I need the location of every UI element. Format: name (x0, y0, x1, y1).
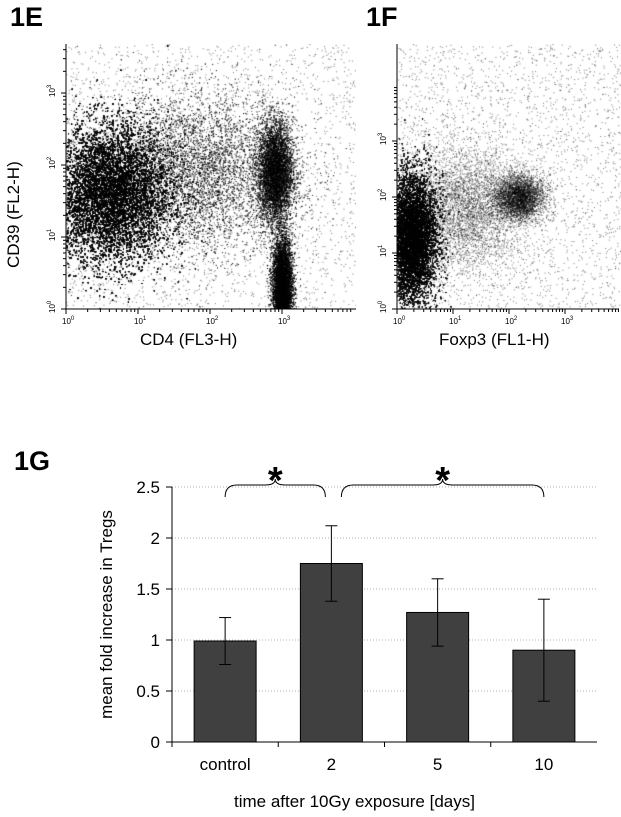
x-tick-exponent: 3 (287, 316, 291, 322)
x-tick-exponent: 1 (143, 316, 147, 322)
x-tick-exponent: 2 (215, 316, 219, 322)
y-tick-exponent: 0 (378, 300, 384, 304)
y-tick-label: 1.5 (136, 580, 160, 599)
dot-plot-e-y-title: CD39 (FL2-H) (4, 161, 23, 268)
y-tick-label: 102 (378, 188, 388, 201)
y-tick-exponent: 1 (47, 228, 53, 232)
y-tick-label: 1 (151, 631, 160, 650)
y-tick-label: 2 (151, 529, 160, 548)
x-tick-label: 101 (449, 316, 462, 326)
y-tick-label: 103 (47, 84, 57, 97)
x-tick-label: 102 (505, 316, 518, 326)
y-tick-label: 101 (378, 244, 388, 257)
y-tick-label: 0.5 (136, 682, 160, 701)
significance-bracket (224, 478, 326, 498)
y-tick-exponent: 3 (378, 132, 384, 136)
dot-plot-cd39-vs-foxp3 (397, 44, 621, 309)
panel-label-1f: 1F (366, 2, 398, 32)
x-tick-exponent: 0 (71, 316, 75, 322)
dot-plot-e-x-title: CD4 (FL3-H) (140, 330, 238, 349)
y-axis-title: mean fold increase in Tregs (97, 510, 116, 719)
x-tick-label: 100 (62, 316, 75, 326)
significance-star: * (268, 460, 283, 502)
y-tick-exponent: 2 (47, 156, 53, 160)
y-tick-label: 2.5 (136, 478, 160, 497)
x-tick-exponent: 3 (570, 316, 574, 322)
y-tick-label: 0 (151, 733, 160, 752)
dot-plot-f-x-title: Foxp3 (FL1-H) (439, 330, 550, 349)
x-tick-label-10: 10 (534, 755, 553, 774)
x-tick-label-2: 2 (327, 755, 336, 774)
x-tick-exponent: 0 (402, 316, 406, 322)
y-tick-label: 100 (378, 300, 388, 313)
y-tick-exponent: 3 (47, 84, 53, 88)
y-tick-exponent: 1 (378, 244, 384, 248)
x-tick-label: 101 (134, 316, 147, 326)
y-tick-label: 101 (47, 228, 57, 241)
dot-plot-cd39-vs-cd4 (66, 44, 356, 309)
x-tick-label: 103 (561, 316, 574, 326)
y-tick-exponent: 0 (47, 300, 53, 304)
x-axis-title: time after 10Gy exposure [days] (234, 792, 475, 811)
y-tick-label: 102 (47, 156, 57, 169)
significance-bracket (340, 478, 545, 498)
x-tick-exponent: 1 (458, 316, 462, 322)
x-tick-label: 100 (393, 316, 406, 326)
x-tick-label-5: 5 (433, 755, 442, 774)
y-tick-exponent: 2 (378, 188, 384, 192)
panel-label-1g: 1G (14, 446, 51, 476)
x-tick-label: 102 (206, 316, 219, 326)
x-tick-label-control: control (200, 755, 251, 774)
bar-chart-tregs: 0 0.5 1 1.5 2 2.5 control 2 5 10 * * mean fold incre… (97, 460, 597, 811)
panel-label-1e: 1E (10, 2, 44, 32)
significance-star: * (435, 460, 450, 502)
y-tick-label: 100 (47, 300, 57, 313)
x-tick-label: 103 (278, 316, 291, 326)
x-tick-exponent: 2 (514, 316, 518, 322)
y-tick-label: 103 (378, 132, 388, 145)
